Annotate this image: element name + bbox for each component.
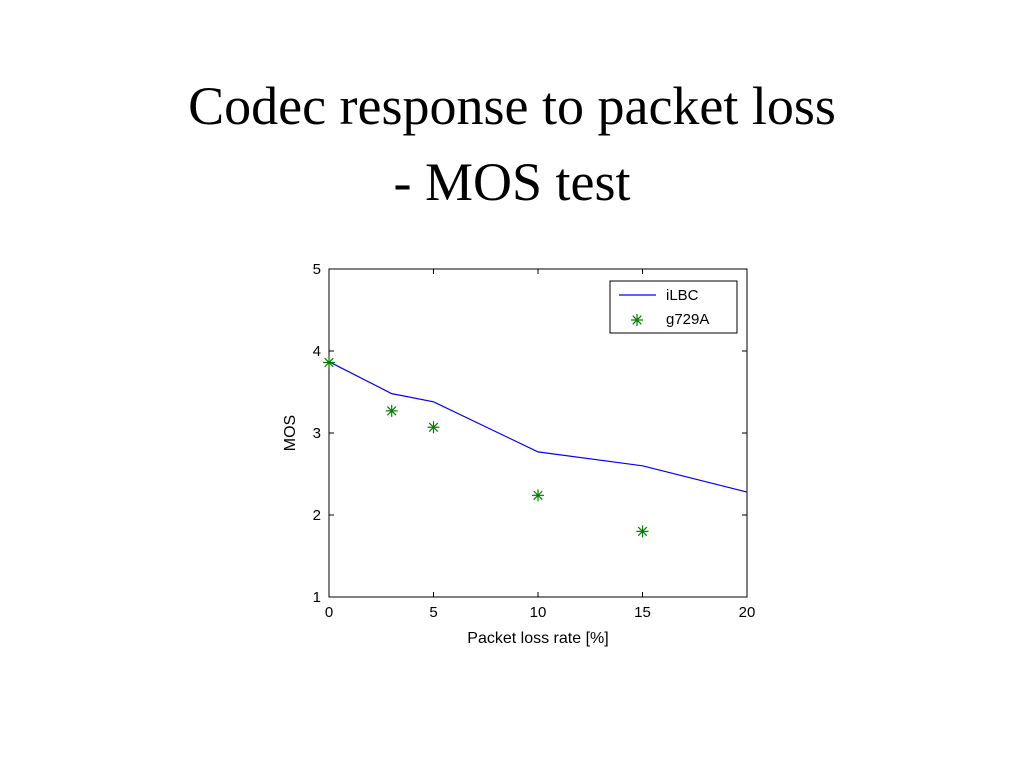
legend-label: iLBC — [666, 287, 699, 304]
x-axis-label: Packet loss rate [%] — [467, 630, 608, 647]
x-tick-label: 15 — [634, 604, 651, 621]
data-point-g729a — [385, 404, 398, 417]
plot-area: 0 5 10 15 20 1 2 3 4 5 Packet loss rate [%] MOS iLBC… — [282, 261, 755, 647]
slide-title: Codec response to packet loss - MOS test — [0, 68, 1024, 220]
y-axis-label: MOS — [282, 415, 299, 451]
x-tick-label: 20 — [739, 604, 756, 621]
y-tick-label: 2 — [313, 507, 321, 524]
slide-title-line-2: - MOS test — [393, 152, 631, 212]
x-tick-label: 10 — [530, 604, 547, 621]
legend-box — [609, 280, 738, 334]
y-tick-label: 1 — [313, 589, 321, 606]
legend-swatch-star — [631, 314, 643, 326]
y-tick-label: 5 — [313, 261, 321, 278]
x-tick-label: 0 — [325, 604, 333, 621]
slide-title-line-1: Codec response to packet loss — [188, 76, 836, 136]
data-point-g729a — [427, 421, 440, 434]
y-tick-label: 3 — [313, 425, 321, 442]
y-tick-label: 4 — [313, 343, 321, 360]
series-line-ilbc — [328, 361, 748, 493]
legend-label: g729A — [666, 311, 709, 328]
data-point-g729a — [323, 356, 335, 369]
x-tick-label: 5 — [429, 604, 437, 621]
data-point-g729a — [636, 525, 649, 538]
data-point-g729a — [532, 489, 544, 502]
